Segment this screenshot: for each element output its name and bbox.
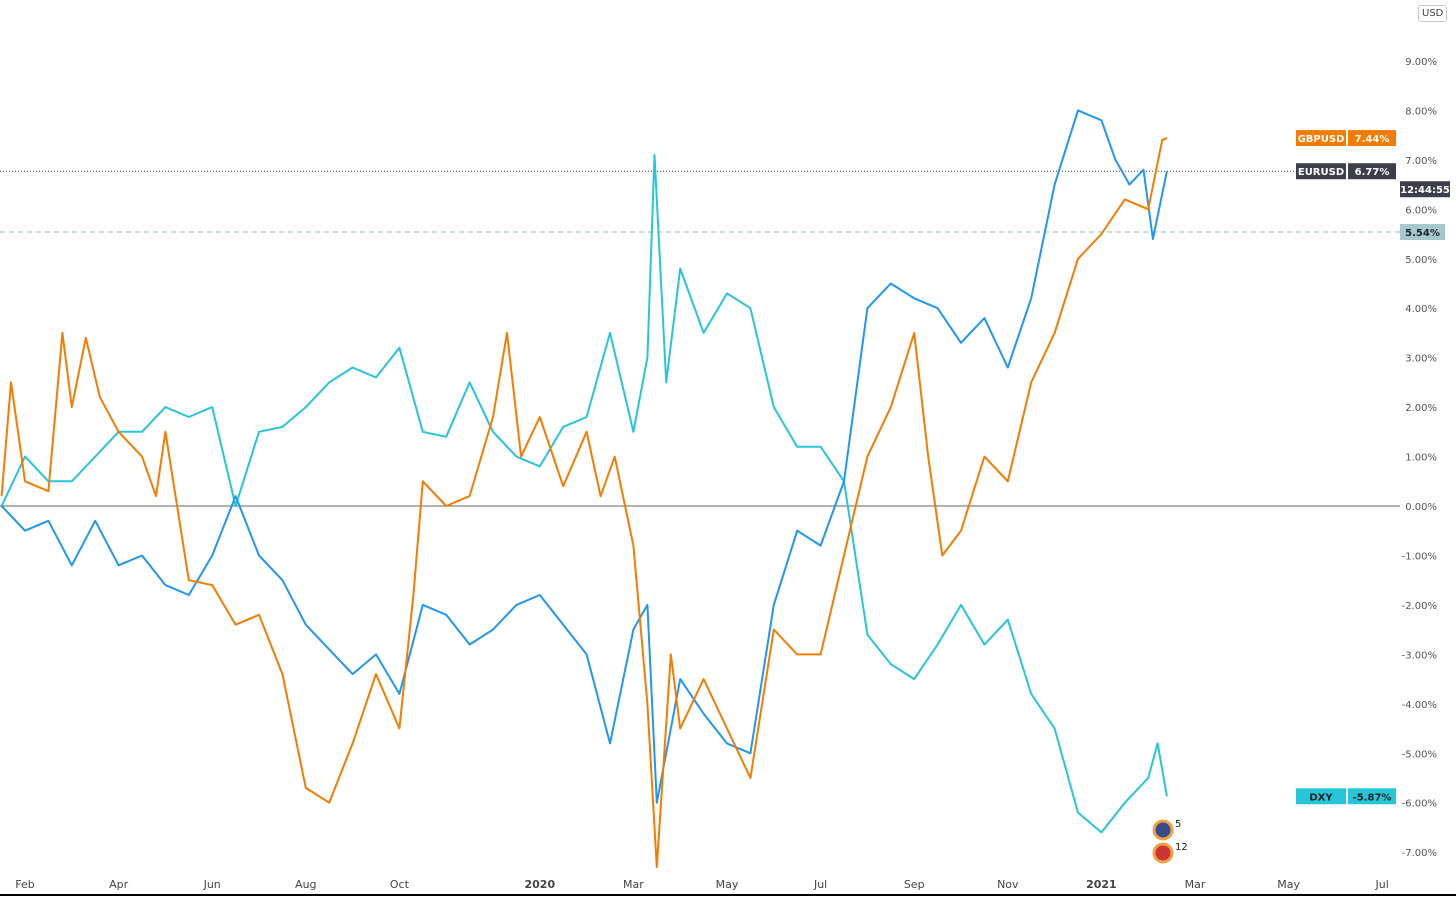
y-tick-label: 1.00% <box>1405 453 1437 464</box>
series-value-label-eurusd: 6.77% <box>1355 167 1390 178</box>
y-tick-label: -2.00% <box>1402 601 1437 612</box>
x-tick-label: Apr <box>109 878 129 891</box>
currency-button[interactable]: USD <box>1418 5 1448 22</box>
series-value-label-dxy-bg <box>1348 788 1396 805</box>
y-tick-label: -1.00% <box>1402 551 1437 562</box>
y-tick-label: 6.00% <box>1405 205 1437 216</box>
x-tick-label: Aug <box>295 878 316 891</box>
x-tick-label: 2020 <box>524 878 555 891</box>
event-marker-count: 5 <box>1175 819 1181 830</box>
y-tick-label: 8.00% <box>1405 106 1437 117</box>
us-flag-event-icon <box>1152 842 1174 864</box>
x-tick-label: May <box>716 878 739 891</box>
x-tick-label: Jul <box>813 878 827 891</box>
series-name-label-eurusd-bg <box>1296 163 1346 180</box>
countdown-label: 12:44:55 <box>1400 185 1450 196</box>
series-name-label-dxy: DXY <box>1309 792 1333 803</box>
series-line-dxy <box>0 153 1168 834</box>
x-tick-label: Feb <box>15 878 34 891</box>
x-tick-label: Jul <box>1375 878 1389 891</box>
y-tick-label: 0.00% <box>1405 502 1437 513</box>
x-tick-label: Oct <box>390 878 410 891</box>
series-name-label-dxy-bg <box>1296 788 1346 805</box>
y-tick-label: 7.00% <box>1405 156 1437 167</box>
reference-price-label: 5.54% <box>1405 228 1440 239</box>
series-name-label-eurusd: EURUSD <box>1298 167 1344 178</box>
y-tick-label: -7.00% <box>1402 848 1437 859</box>
x-tick-label: Mar <box>1185 878 1206 891</box>
series-value-label-gbpusd-bg <box>1348 130 1396 147</box>
countdown-label-bg <box>1400 181 1450 198</box>
series-value-label-dxy: -5.87% <box>1353 792 1392 803</box>
y-tick-label: 2.00% <box>1405 403 1437 414</box>
x-tick-label: Jun <box>203 878 221 891</box>
y-tick-label: -5.00% <box>1402 749 1437 760</box>
series-line-eurusd <box>0 109 1168 804</box>
x-tick-label: Sep <box>904 878 925 891</box>
series-name-label-gbpusd: GBPUSD <box>1298 134 1345 145</box>
y-tick-label: 5.00% <box>1405 255 1437 266</box>
series-line-gbpusd <box>0 137 1168 868</box>
series-value-label-gbpusd: 7.44% <box>1355 134 1390 145</box>
event-marker-count: 12 <box>1175 842 1188 853</box>
y-tick-label: -4.00% <box>1402 700 1437 711</box>
series-value-label-eurusd-bg <box>1348 163 1396 180</box>
series-name-label-gbpusd-bg <box>1296 130 1346 147</box>
x-tick-label: May <box>1277 878 1300 891</box>
x-tick-label: Nov <box>997 878 1019 891</box>
y-tick-label: 9.00% <box>1405 57 1437 68</box>
eu-flag-event-icon <box>1152 819 1174 841</box>
reference-price-label-bg <box>1400 224 1445 241</box>
x-tick-label: 2021 <box>1086 878 1117 891</box>
y-tick-label: -6.00% <box>1402 799 1437 810</box>
x-tick-label: Mar <box>623 878 644 891</box>
y-tick-label: 4.00% <box>1405 304 1437 315</box>
y-tick-label: -3.00% <box>1402 650 1437 661</box>
y-tick-label: 3.00% <box>1405 354 1437 365</box>
